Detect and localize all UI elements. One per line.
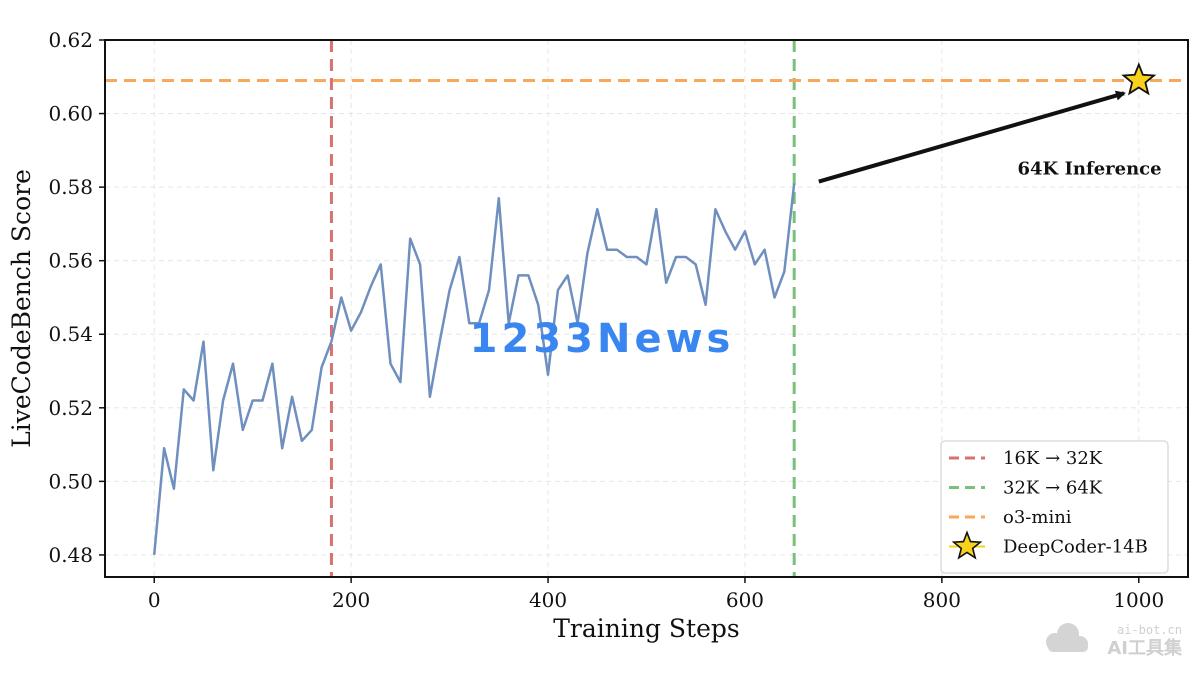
corner-logo: ai-bot.cn AI工具集 (1046, 623, 1183, 659)
annotation-text: 64K Inference (1017, 158, 1161, 179)
y-tick-label: 0.62 (48, 28, 93, 52)
y-tick-label: 0.52 (48, 396, 93, 420)
series-line (152, 183, 796, 556)
points-layer (1121, 62, 1157, 96)
y-tick-label: 0.58 (48, 175, 93, 199)
x-tick-label: 400 (529, 588, 567, 612)
x-axis-label: Training Steps (553, 614, 739, 643)
watermark-text: 1233News (470, 316, 735, 362)
y-tick-label: 0.56 (48, 249, 93, 273)
x-tick-label: 200 (332, 588, 370, 612)
y-tick-label: 0.54 (48, 322, 93, 346)
annotation-layer: 64K Inference (818, 90, 1162, 184)
legend-label: 16K → 32K (1003, 448, 1103, 469)
corner-logo-url: ai-bot.cn (1117, 623, 1182, 637)
cloud-icon (1046, 623, 1088, 652)
legend-star-icon (951, 530, 983, 560)
y-tick-label: 0.48 (48, 543, 93, 567)
corner-logo-name: AI工具集 (1107, 637, 1183, 659)
x-tick-label: 0 (148, 588, 161, 612)
x-tick-label: 600 (726, 588, 764, 612)
x-tick-label: 1000 (1113, 588, 1164, 612)
axes-ticks: 0 200 400 600 800 1000 0.48 0.50 0.52 0.54 0.56 0.5… (48, 28, 1164, 612)
annotation-arrow (818, 90, 1126, 184)
legend-label: DeepCoder-14B (1003, 537, 1148, 558)
y-tick-label: 0.60 (48, 102, 93, 126)
y-tick-label: 0.50 (48, 469, 93, 493)
plot-frame (104, 39, 1189, 578)
x-tick-label: 800 (923, 588, 961, 612)
reference-lines (105, 40, 1188, 577)
legend-box (940, 440, 1169, 574)
star-marker (1121, 62, 1157, 96)
legend-label: 32K → 64K (1003, 478, 1103, 499)
y-axis-label: LiveCodeBench Score (7, 169, 36, 448)
legend-label: o3-mini (1003, 507, 1072, 528)
series-layer (152, 183, 796, 556)
legend: 16K → 32K 32K → 64K o3-mini DeepCoder-14B (940, 440, 1169, 574)
